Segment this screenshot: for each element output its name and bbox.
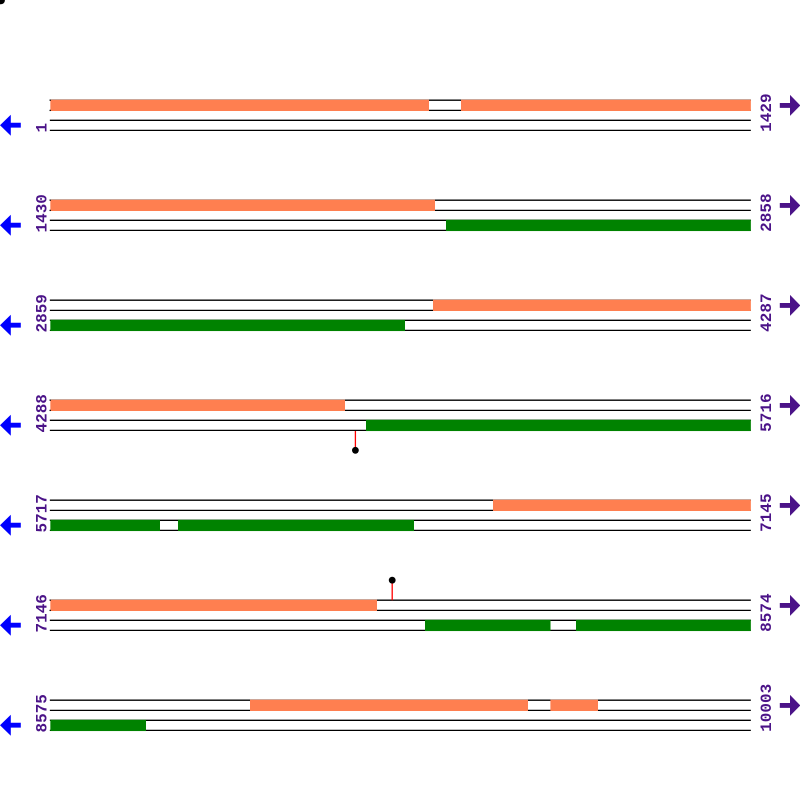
svg-text:10003: 10003 xyxy=(758,684,776,732)
svg-text:1430: 1430 xyxy=(34,194,52,232)
svg-text:4288: 4288 xyxy=(34,394,52,432)
svg-text:8575: 8575 xyxy=(34,694,52,732)
svg-text:8574: 8574 xyxy=(758,593,776,632)
svg-text:2858: 2858 xyxy=(758,193,776,231)
svg-text:7145: 7145 xyxy=(758,493,776,531)
svg-text:2859: 2859 xyxy=(34,294,52,332)
svg-text:4287: 4287 xyxy=(758,293,776,331)
svg-text:1: 1 xyxy=(34,123,52,133)
svg-text:7146: 7146 xyxy=(34,594,52,632)
svg-text:1429: 1429 xyxy=(758,93,776,131)
svg-text:5716: 5716 xyxy=(758,393,776,431)
svg-text:5717: 5717 xyxy=(34,494,52,532)
